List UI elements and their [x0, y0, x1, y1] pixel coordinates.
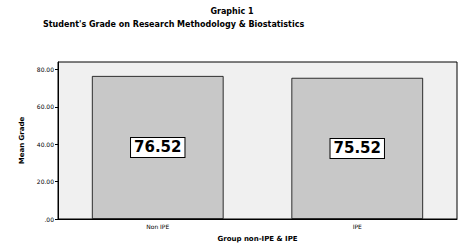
svg-text:Group non-IPE & IPE: Group non-IPE & IPE [217, 235, 297, 243]
svg-text:Non IPE: Non IPE [146, 223, 169, 230]
svg-text:Student's Grade on Research Me: Student's Grade on Research Methodology … [43, 20, 304, 29]
svg-text:76.52: 76.52 [134, 138, 181, 156]
svg-text:.00: .00 [44, 216, 54, 223]
svg-text:80.00: 80.00 [37, 66, 54, 73]
svg-text:20.00: 20.00 [37, 178, 54, 185]
svg-text:IPE: IPE [353, 223, 362, 230]
svg-text:Graphic 1: Graphic 1 [210, 7, 254, 16]
svg-text:75.52: 75.52 [334, 139, 381, 157]
svg-text:Mean Grade: Mean Grade [18, 116, 26, 164]
svg-text:40.00: 40.00 [37, 141, 54, 148]
svg-text:60.00: 60.00 [37, 103, 54, 110]
